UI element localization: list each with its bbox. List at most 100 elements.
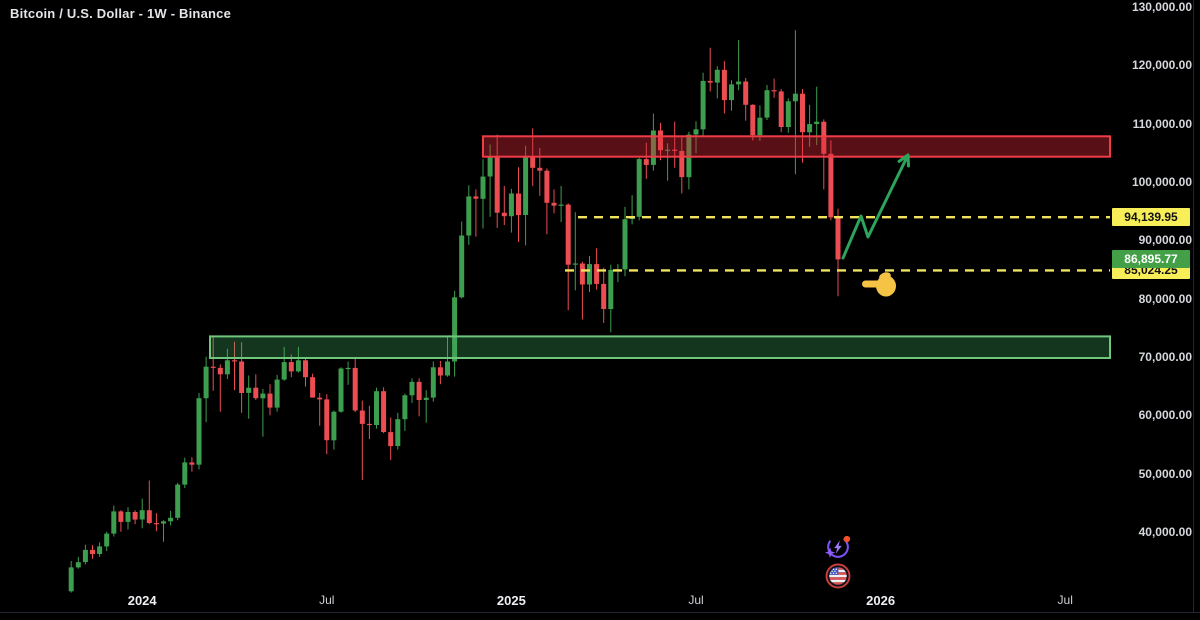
candle-body <box>821 121 827 154</box>
candle-body <box>366 423 372 426</box>
price-tick-label: 120,000.00 <box>1131 58 1192 73</box>
candle-body <box>423 397 429 400</box>
candle-body <box>764 90 770 118</box>
candle-body <box>672 149 678 151</box>
candle-body <box>445 361 450 376</box>
candle-body <box>636 159 642 217</box>
price-tick-label: 50,000.00 <box>1138 466 1192 481</box>
candle-body <box>587 264 592 285</box>
time-tick-label: Jul <box>688 593 704 607</box>
candle-body <box>246 387 252 393</box>
candle-body <box>182 462 188 485</box>
candle-body <box>480 176 486 199</box>
candle-body <box>523 156 529 215</box>
candle-body <box>111 511 117 534</box>
candle-body <box>530 156 536 168</box>
candle-body <box>778 91 784 127</box>
supply-zone[interactable] <box>482 135 1111 158</box>
candle-body <box>452 297 458 362</box>
time-axis[interactable]: 2024 Jul 2025 Jul 2026 Jul <box>0 591 1200 613</box>
price-axis[interactable]: 130,000.00 120,000.00 110,000.00 100,000.00… <box>1110 0 1200 612</box>
candle-body <box>331 411 337 441</box>
candle-body <box>516 193 521 216</box>
candle-body <box>388 432 394 447</box>
candle-body <box>750 104 756 136</box>
candle-body <box>658 130 663 151</box>
price-tick-label: 130,000.00 <box>1131 0 1192 14</box>
candle-body <box>68 567 74 592</box>
candle-body <box>459 235 465 298</box>
pointing-left-hand-icon[interactable] <box>862 271 896 297</box>
candle-body <box>310 377 316 398</box>
candle-body <box>800 93 805 133</box>
candle-body <box>161 521 166 524</box>
price-tick-label: 110,000.00 <box>1132 116 1192 131</box>
candle-body <box>168 517 174 522</box>
candle-body <box>260 393 266 399</box>
candle-body <box>835 217 841 260</box>
candle-body <box>643 159 649 165</box>
candle-body <box>317 397 323 400</box>
candle-body <box>792 93 798 102</box>
candle-body <box>707 80 713 83</box>
demand-zone[interactable] <box>209 335 1111 359</box>
candle-body <box>359 410 365 424</box>
price-tick-label: 60,000.00 <box>1138 408 1192 423</box>
candle-body <box>189 462 195 465</box>
candle-body <box>338 368 344 412</box>
us-flag <box>829 567 847 585</box>
projection-arrowhead <box>897 153 911 168</box>
us-flag-icon[interactable] <box>825 563 851 589</box>
price-tick-label: 80,000.00 <box>1138 291 1192 306</box>
time-tick-label: 2024 <box>127 593 157 608</box>
candle-body <box>118 511 124 522</box>
symbol-title: Bitcoin / U.S. Dollar - 1W - Binance <box>10 6 232 21</box>
candle-body <box>679 150 685 178</box>
candle-body <box>473 196 479 199</box>
candle-body <box>508 193 514 217</box>
projection-arrow[interactable] <box>841 153 910 260</box>
price-tick-label: 40,000.00 <box>1138 524 1192 539</box>
candle-body <box>714 69 720 83</box>
candle-body <box>97 546 103 554</box>
candle-body <box>295 360 301 372</box>
candle-body <box>558 204 564 206</box>
candle-body <box>771 90 777 92</box>
candle-body <box>487 156 493 177</box>
candle-body <box>650 130 656 165</box>
candle-body <box>608 269 614 309</box>
price-axis-separator <box>1193 0 1194 612</box>
candle-body <box>494 156 500 213</box>
candle-body <box>82 549 88 563</box>
candle-body <box>409 381 415 396</box>
candle-body <box>601 283 607 309</box>
candle-body <box>224 360 230 375</box>
candle-body <box>239 361 245 393</box>
time-tick-label: Jul <box>1057 593 1073 607</box>
current-price-label[interactable]: 86,895.77 <box>1112 250 1190 269</box>
candle-body <box>139 510 145 520</box>
candle-body <box>537 167 543 171</box>
candle-body <box>757 117 763 136</box>
candle-body <box>288 362 294 372</box>
candle-body <box>90 549 95 554</box>
candle-body <box>274 379 280 408</box>
price-line-label[interactable]: 94,139.95 <box>1112 208 1190 227</box>
candle-body <box>572 263 578 265</box>
candle-body <box>622 219 628 270</box>
candle-body <box>437 367 443 376</box>
candle-body <box>175 484 181 518</box>
sparkle-lightning-icon[interactable] <box>823 532 853 562</box>
candle-body <box>729 84 734 101</box>
candle-body <box>785 101 791 127</box>
candle-body <box>232 360 237 362</box>
candle-body <box>579 263 585 285</box>
candle-body <box>253 387 259 399</box>
candle-body <box>814 121 820 124</box>
price-tick-label: 100,000.00 <box>1131 174 1192 189</box>
candle-body <box>665 149 671 151</box>
time-tick-label: 2025 <box>496 593 526 608</box>
candle-body <box>743 81 749 105</box>
